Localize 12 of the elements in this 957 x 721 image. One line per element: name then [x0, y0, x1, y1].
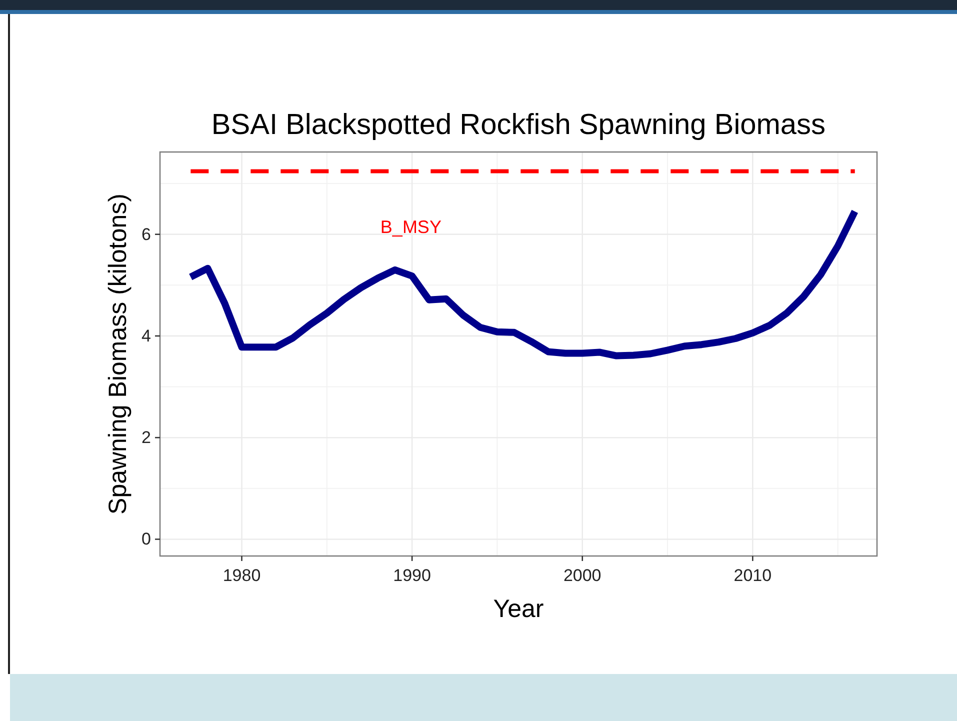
x-tick-label: 2010 — [734, 566, 772, 585]
y-tick-label: 6 — [142, 224, 151, 244]
y-tick-label: 0 — [142, 530, 151, 549]
x-tick-label: 1980 — [222, 566, 261, 585]
chart-title: BSAI Blackspotted Rockfish Spawning Biomass — [211, 109, 826, 141]
y-tick-label: 2 — [142, 428, 151, 448]
ref-line-label: B_MSY — [380, 217, 442, 238]
x-axis-title: Year — [493, 595, 544, 623]
y-tick-label: 4 — [142, 326, 151, 346]
y-axis-title: Spawning Biomass (kilotons) — [104, 194, 132, 514]
x-tick-label: 2000 — [563, 566, 602, 585]
x-tick-label: 1990 — [393, 566, 431, 585]
